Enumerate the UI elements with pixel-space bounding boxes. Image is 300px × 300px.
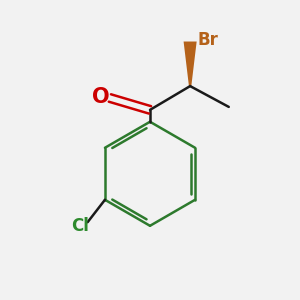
Polygon shape	[184, 41, 197, 86]
Text: Br: Br	[198, 31, 218, 49]
Text: Cl: Cl	[71, 217, 89, 235]
Text: O: O	[92, 87, 109, 107]
